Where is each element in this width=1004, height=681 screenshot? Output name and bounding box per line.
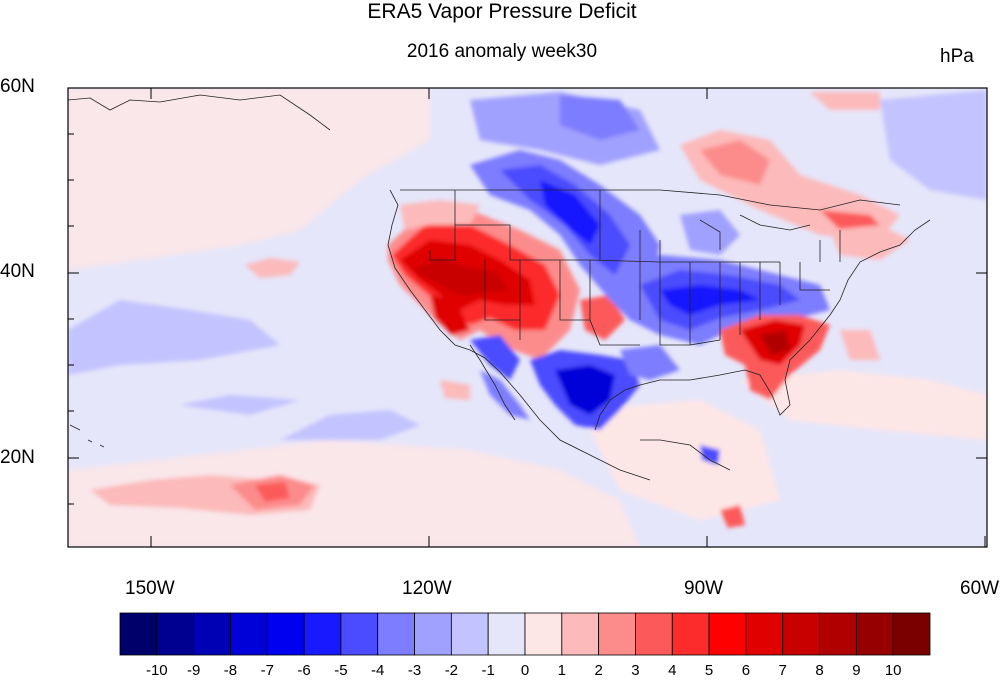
anomaly-field	[68, 88, 987, 547]
colorbar-tick-label: -3	[407, 662, 422, 679]
colorbar-tick-label: 4	[668, 662, 677, 679]
lon-label-60w: 60W	[960, 578, 1000, 599]
colorbar	[119, 612, 931, 656]
colorbar-swatch	[119, 612, 158, 656]
colorbar-swatch	[855, 612, 894, 656]
colorbar-tick-label: 3	[631, 662, 640, 679]
lat-label-60n: 60N	[0, 76, 35, 97]
lon-label-90w: 90W	[684, 578, 724, 599]
colorbar-swatch	[782, 612, 820, 656]
lon-label-120w: 120W	[402, 578, 452, 599]
colorbar-swatch	[377, 612, 415, 656]
colorbar-swatch	[561, 612, 600, 656]
colorbar-swatch	[745, 612, 784, 656]
colorbar-swatch	[266, 612, 305, 656]
colorbar-swatch	[598, 612, 636, 656]
colorbar-swatch	[193, 612, 231, 656]
colorbar-tick-label: 7	[778, 662, 787, 679]
boundaries	[68, 94, 931, 481]
colorbar-swatch	[819, 612, 857, 656]
frame-ticks	[68, 87, 987, 547]
colorbar-swatch	[892, 612, 931, 656]
colorbar-swatch	[524, 612, 563, 656]
lat-label-40n: 40N	[0, 261, 35, 282]
colorbar-swatch	[156, 612, 195, 656]
map-frame	[67, 87, 988, 548]
colorbar-tick-label: -8	[223, 662, 238, 679]
colorbar-tick-label: -6	[297, 662, 311, 679]
colorbar-tick-label: -2	[444, 662, 459, 679]
colorbar-swatch	[230, 612, 268, 656]
colorbar-tick-label: 5	[704, 662, 714, 679]
units-label: hPa	[940, 46, 974, 67]
colorbar-tick-label: 10	[884, 662, 902, 679]
colorbar-tick-label: -4	[371, 662, 385, 679]
lon-label-150w: 150W	[125, 578, 175, 599]
colorbar-tick-label: -1	[481, 662, 495, 679]
colorbar-tick-label: -5	[334, 662, 348, 679]
colorbar-tick-label: 6	[741, 662, 751, 679]
colorbar-swatch	[671, 612, 710, 656]
colorbar-swatch	[303, 612, 342, 656]
map-subtitle: 2016 anomaly week30	[406, 41, 598, 62]
colorbar-tick-label: 2	[594, 662, 603, 679]
colorbar-tick-label: -9	[186, 662, 201, 679]
colorbar-tick-label: 1	[557, 662, 566, 679]
colorbar-swatch	[450, 612, 489, 656]
colorbar-swatch	[487, 612, 526, 656]
colorbar-tick-label: 0	[520, 662, 530, 679]
colorbar-tick-label: -10	[145, 662, 168, 679]
colorbar-swatch	[414, 612, 452, 656]
lat-label-20n: 20N	[0, 447, 35, 468]
colorbar-tick-label: 9	[852, 662, 861, 679]
map-title: ERA5 Vapor Pressure Deficit	[367, 0, 637, 23]
colorbar-swatch	[708, 612, 747, 656]
colorbar-swatch	[635, 612, 673, 656]
colorbar-tick-label: -7	[260, 662, 274, 679]
colorbar-swatch	[340, 612, 379, 656]
colorbar-tick-label: 8	[815, 662, 824, 679]
